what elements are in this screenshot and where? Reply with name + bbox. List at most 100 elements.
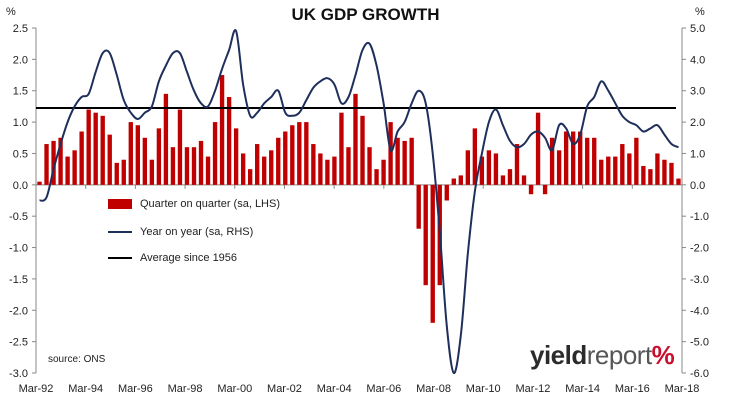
qoq-bar bbox=[93, 112, 98, 185]
x-tick-label: Mar-06 bbox=[366, 383, 401, 395]
left-tick-label: -2.0 bbox=[9, 305, 28, 317]
qoq-bar bbox=[170, 147, 176, 185]
qoq-bar bbox=[409, 137, 414, 185]
right-tick-label: -6.0 bbox=[690, 368, 709, 380]
right-tick-label: -5.0 bbox=[690, 337, 709, 349]
left-tick-label: 1.5 bbox=[13, 86, 28, 98]
left-tick-label: 0.5 bbox=[13, 148, 28, 160]
qoq-bar bbox=[72, 150, 77, 185]
source-note: source: ONS bbox=[48, 354, 106, 365]
qoq-bar bbox=[648, 169, 653, 185]
left-tick-label: -0.5 bbox=[9, 211, 28, 223]
qoq-bar bbox=[51, 140, 56, 185]
right-tick-label: 5.0 bbox=[690, 23, 705, 35]
qoq-bar bbox=[655, 153, 660, 185]
qoq-bar bbox=[479, 156, 485, 185]
right-tick-label: -1.0 bbox=[690, 211, 709, 223]
qoq-bar bbox=[493, 153, 499, 185]
qoq-bar bbox=[283, 131, 288, 185]
qoq-bar bbox=[212, 122, 218, 185]
qoq-bar bbox=[304, 122, 309, 185]
left-tick-label: 0.0 bbox=[13, 180, 28, 192]
qoq-bar bbox=[198, 140, 204, 185]
x-tick-label: Mar-00 bbox=[217, 383, 252, 395]
right-tick-label: 0.0 bbox=[690, 180, 705, 192]
x-tick-label: Mar-16 bbox=[615, 383, 650, 395]
x-tick-label: Mar-18 bbox=[665, 383, 700, 395]
x-tick-label: Mar-14 bbox=[565, 383, 600, 395]
qoq-bar bbox=[592, 137, 597, 185]
x-tick-label: Mar-96 bbox=[118, 383, 153, 395]
qoq-bar bbox=[514, 144, 520, 185]
qoq-bar bbox=[269, 150, 274, 185]
qoq-bar bbox=[402, 140, 407, 185]
qoq-bar bbox=[563, 131, 569, 185]
qoq-bar bbox=[521, 175, 527, 185]
qoq-bar bbox=[233, 128, 239, 185]
brand-part-2: report bbox=[586, 340, 652, 370]
qoq-bar bbox=[486, 150, 492, 185]
qoq-bar bbox=[599, 159, 604, 185]
left-tick-label: -1.5 bbox=[9, 274, 28, 286]
left-tick-label: 1.0 bbox=[13, 117, 28, 129]
qoq-bar bbox=[226, 97, 232, 185]
qoq-bar bbox=[465, 150, 471, 185]
qoq-bar bbox=[65, 156, 70, 185]
qoq-bar bbox=[676, 178, 681, 185]
qoq-bar bbox=[395, 137, 400, 185]
qoq-bar bbox=[578, 131, 583, 185]
qoq-bar bbox=[37, 181, 42, 185]
qoq-bar bbox=[262, 156, 267, 185]
qoq-bar bbox=[346, 147, 351, 185]
qoq-bar bbox=[184, 147, 190, 185]
qoq-bar bbox=[255, 144, 260, 185]
qoq-bar bbox=[177, 109, 183, 185]
brand-percent: % bbox=[651, 340, 675, 370]
qoq-bar bbox=[240, 153, 246, 185]
qoq-bar bbox=[156, 128, 162, 185]
qoq-bar bbox=[318, 153, 323, 185]
qoq-bar bbox=[135, 125, 140, 185]
yieldreport-logo: yieldreport% bbox=[530, 340, 675, 371]
qoq-bar bbox=[163, 93, 169, 185]
qoq-bar bbox=[149, 159, 155, 185]
qoq-bar bbox=[500, 175, 506, 185]
left-tick-label: -3.0 bbox=[9, 368, 28, 380]
qoq-bar bbox=[290, 125, 295, 185]
right-tick-label: 4.0 bbox=[690, 54, 705, 66]
qoq-bar bbox=[570, 131, 576, 185]
qoq-bar bbox=[634, 137, 639, 185]
qoq-bar bbox=[58, 137, 63, 185]
x-tick-label: Mar-94 bbox=[68, 383, 103, 395]
qoq-bar bbox=[247, 169, 253, 185]
left-tick-label: 2.0 bbox=[13, 54, 28, 66]
qoq-bar bbox=[430, 184, 435, 323]
x-tick-label: Mar-98 bbox=[168, 383, 203, 395]
qoq-bar bbox=[114, 162, 119, 185]
x-tick-label: Mar-04 bbox=[317, 383, 352, 395]
qoq-bar bbox=[381, 159, 386, 185]
left-tick-label: -1.0 bbox=[9, 243, 28, 255]
legend-label-bar: Quarter on quarter (sa, LHS) bbox=[140, 198, 281, 210]
qoq-bar bbox=[332, 156, 337, 185]
right-tick-label: -2.0 bbox=[690, 243, 709, 255]
qoq-bar bbox=[444, 184, 449, 201]
qoq-bar bbox=[219, 75, 225, 185]
right-tick-label: 3.0 bbox=[690, 86, 705, 98]
qoq-bar bbox=[620, 144, 625, 185]
qoq-bar bbox=[339, 112, 344, 185]
qoq-bar bbox=[353, 93, 358, 185]
right-tick-label: -3.0 bbox=[690, 274, 709, 286]
qoq-bar bbox=[627, 153, 632, 185]
legend-swatch-line bbox=[108, 231, 132, 233]
x-tick-label: Mar-08 bbox=[416, 383, 451, 395]
legend-swatch-bar bbox=[108, 199, 132, 209]
left-axis-unit: % bbox=[6, 6, 16, 18]
legend-label-average: Average since 1956 bbox=[140, 252, 238, 264]
qoq-bar bbox=[360, 115, 365, 185]
qoq-bar bbox=[374, 169, 379, 185]
qoq-bar bbox=[585, 137, 590, 185]
right-tick-label: 2.0 bbox=[690, 117, 705, 129]
right-axis-unit: % bbox=[695, 6, 705, 18]
